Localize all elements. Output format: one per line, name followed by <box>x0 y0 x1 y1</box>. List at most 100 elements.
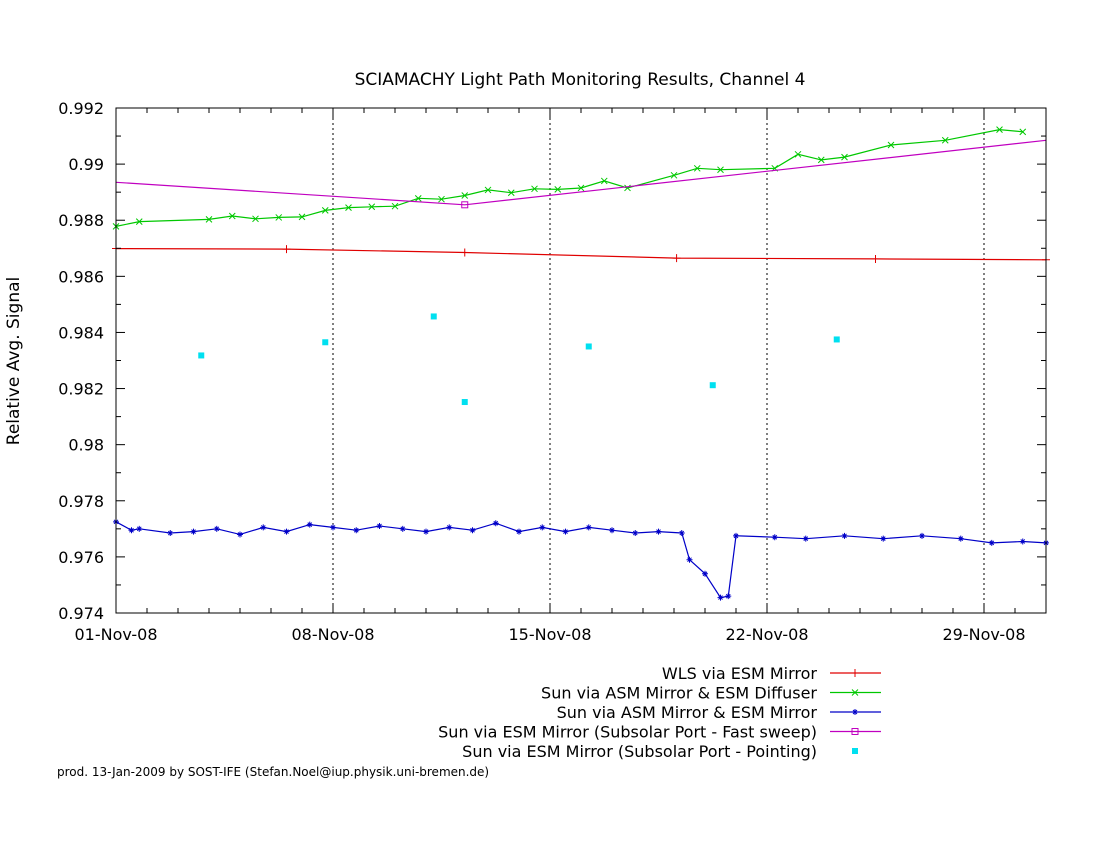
data-point <box>376 523 383 530</box>
data-point <box>554 186 562 193</box>
data-point <box>678 530 685 537</box>
data-point <box>988 539 995 546</box>
data-point <box>469 527 476 534</box>
y-tick-label: 0.988 <box>58 211 104 230</box>
data-point <box>260 524 267 531</box>
data-point <box>446 524 453 531</box>
data-point <box>709 382 716 389</box>
data-point <box>672 254 681 263</box>
plot-series <box>112 126 1050 601</box>
data-point <box>275 214 283 221</box>
data-point <box>919 532 925 539</box>
data-point <box>717 166 724 174</box>
data-point <box>957 535 964 542</box>
series-2 <box>113 518 1049 601</box>
legend-label: Sun via ESM Mirror (Subsolar Port - Fast… <box>438 723 817 742</box>
legend-marker <box>852 709 858 715</box>
data-point <box>609 527 615 534</box>
y-tick-label: 0.974 <box>58 604 104 623</box>
data-point <box>461 201 469 209</box>
data-point <box>345 204 352 211</box>
series-3 <box>115 139 1047 209</box>
data-point <box>516 528 522 535</box>
x-tick-label: 15-Nov-08 <box>508 625 591 644</box>
data-point <box>492 520 499 527</box>
x-tick-label: 22-Nov-08 <box>725 625 808 644</box>
legend-marker <box>852 748 858 754</box>
y-tick-label: 0.976 <box>58 548 104 567</box>
axis-ticks: 0.974 0.976 0.978 0.98 0.982 0.984 0.986 0.988 0… <box>58 99 1047 644</box>
legend-marker <box>851 728 859 735</box>
data-point <box>321 207 329 214</box>
data-point <box>539 524 546 531</box>
data-point <box>802 535 809 542</box>
chart-title: SCIAMACHY Light Path Monitoring Results,… <box>355 70 806 90</box>
series-line <box>115 139 1047 206</box>
data-point <box>725 593 732 600</box>
data-point <box>577 184 585 192</box>
y-tick-label: 0.978 <box>58 492 104 511</box>
data-point <box>702 570 708 577</box>
y-tick-label: 0.984 <box>58 323 104 342</box>
y-tick-label: 0.982 <box>58 380 104 399</box>
y-axis-label: Relative Avg. Signal <box>4 277 24 445</box>
series-line <box>115 521 1047 599</box>
data-point <box>655 528 662 535</box>
data-point <box>670 171 678 179</box>
data-point <box>423 528 429 535</box>
data-point <box>438 195 445 203</box>
y-tick-label: 0.99 <box>68 155 104 174</box>
legend-marker <box>851 689 859 696</box>
data-point <box>461 399 468 406</box>
data-point <box>128 527 135 534</box>
data-point <box>841 532 848 539</box>
data-point <box>733 532 739 539</box>
series-line <box>115 248 1047 261</box>
series-0 <box>112 244 1050 264</box>
y-tick-label: 0.992 <box>58 99 104 118</box>
data-point <box>841 153 848 161</box>
footer-credit: prod. 13-Jan-2009 by SOST-IFE (Stefan.No… <box>57 765 489 779</box>
data-point <box>306 521 313 528</box>
data-point <box>1019 538 1026 545</box>
data-point <box>228 212 236 220</box>
x-tick-label: 29-Nov-08 <box>942 625 1025 644</box>
data-point <box>198 352 205 359</box>
data-point <box>717 594 724 601</box>
data-point <box>1019 128 1027 136</box>
data-point <box>368 203 376 211</box>
data-point <box>414 194 422 202</box>
data-point <box>430 313 437 320</box>
data-point <box>585 524 592 531</box>
legend-label: WLS via ESM Mirror <box>662 664 818 683</box>
legend-label: Sun via ESM Mirror (Subsolar Port - Poin… <box>462 742 817 761</box>
data-point <box>399 525 406 532</box>
data-point <box>600 177 608 185</box>
y-tick-label: 0.986 <box>58 267 104 286</box>
data-point <box>871 254 880 263</box>
data-point <box>585 343 592 350</box>
data-point <box>237 531 243 538</box>
data-point <box>298 213 306 221</box>
data-point <box>135 218 143 225</box>
data-point <box>833 336 840 343</box>
x-tick-label: 01-Nov-08 <box>74 625 157 644</box>
data-point <box>322 339 329 346</box>
data-point <box>817 156 825 164</box>
legend: WLS via ESM Mirror Sun via ASM Mirror & E… <box>438 664 881 761</box>
data-point <box>484 186 492 194</box>
data-point <box>941 136 949 144</box>
y-tick-label: 0.98 <box>68 436 104 455</box>
data-point <box>213 525 220 532</box>
data-point <box>353 527 360 534</box>
data-point <box>391 202 399 210</box>
series-1 <box>112 126 1027 230</box>
data-point <box>562 528 569 535</box>
data-point <box>460 248 469 257</box>
data-point <box>330 524 336 531</box>
legend-label: Sun via ASM Mirror & ESM Mirror <box>557 703 818 722</box>
data-point <box>693 164 701 172</box>
data-point <box>794 150 802 158</box>
data-point <box>252 215 259 223</box>
